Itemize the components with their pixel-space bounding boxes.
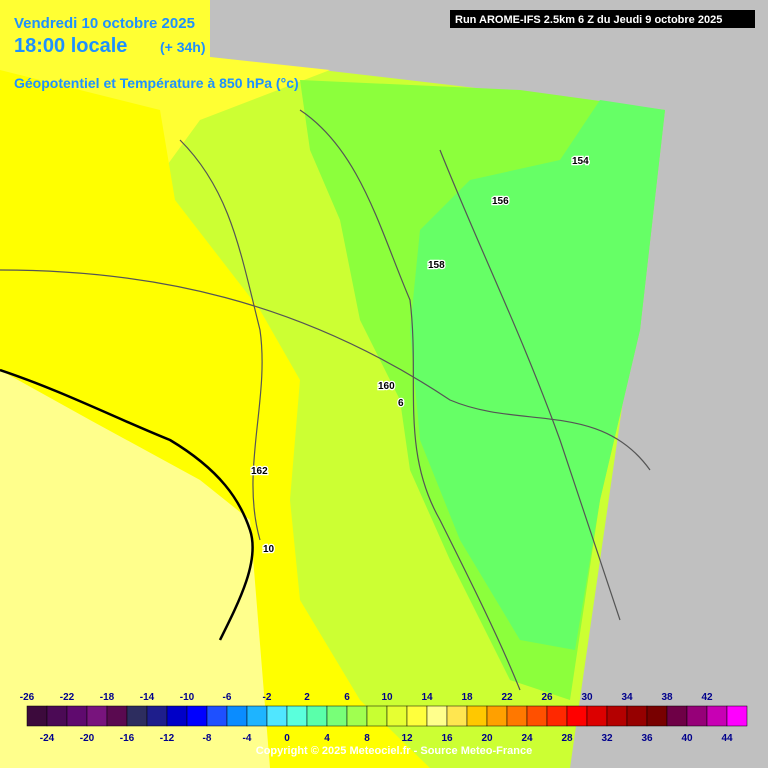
colorbar-swatch xyxy=(146,705,168,727)
colorbar-label: -18 xyxy=(100,692,115,703)
colorbar-swatch xyxy=(426,705,448,727)
colorbar-swatch xyxy=(646,705,668,727)
colorbar-label: -10 xyxy=(180,692,195,703)
colorbar-swatch xyxy=(286,705,308,727)
colorbar-label: 16 xyxy=(441,733,453,744)
colorbar: -26-24-22-20-18-16-14-12-10-8-6-4-202468… xyxy=(20,692,748,744)
colorbar-label: -20 xyxy=(80,733,95,744)
colorbar-label: 24 xyxy=(521,733,533,744)
colorbar-label: 38 xyxy=(661,692,673,703)
colorbar-label: 30 xyxy=(581,692,593,703)
colorbar-label: 28 xyxy=(561,733,573,744)
colorbar-swatch xyxy=(226,705,248,727)
colorbar-label: -2 xyxy=(263,692,272,703)
colorbar-label: 2 xyxy=(304,692,310,703)
borders xyxy=(0,109,651,691)
colorbar-label: 20 xyxy=(481,733,493,744)
contour-label: 10 xyxy=(263,544,275,555)
colorbar-swatch xyxy=(246,705,268,727)
date: Vendredi 10 octobre 2025 xyxy=(14,15,195,32)
colorbar-swatch xyxy=(26,705,48,727)
colorbar-swatch xyxy=(626,705,648,727)
colorbar-swatch xyxy=(66,705,88,727)
colorbar-label: 14 xyxy=(421,692,433,703)
colorbar-label: -8 xyxy=(203,733,212,744)
colorbar-swatch xyxy=(186,705,208,727)
colorbar-swatch xyxy=(706,705,728,727)
colorbar-swatch xyxy=(486,705,508,727)
colorbar-label: 36 xyxy=(641,733,653,744)
colorbar-label: 42 xyxy=(701,692,713,703)
colorbar-label: 0 xyxy=(284,733,290,744)
contour-label: 6 xyxy=(398,398,404,409)
colorbar-swatch xyxy=(346,705,368,727)
colorbar-label: 22 xyxy=(501,692,513,703)
colorbar-swatch xyxy=(406,705,428,727)
colorbar-swatch xyxy=(686,705,708,727)
contour-label: 154 xyxy=(572,156,589,167)
colorbar-label: 32 xyxy=(601,733,613,744)
colorbar-label: -6 xyxy=(223,692,232,703)
colorbar-swatch xyxy=(166,705,188,727)
pale-zone xyxy=(0,370,270,768)
colorbar-label: -24 xyxy=(40,733,55,744)
time: 18:00 locale xyxy=(14,35,127,57)
colorbar-label: 34 xyxy=(621,692,633,703)
colorbar-label: 12 xyxy=(401,733,413,744)
colorbar-label: -12 xyxy=(160,733,175,744)
colorbar-swatch xyxy=(366,705,388,727)
field: Géopotentiel et Température à 850 hPa (°… xyxy=(14,75,299,91)
colorbar-label: 6 xyxy=(344,692,350,703)
colorbar-label: 10 xyxy=(381,692,393,703)
colorbar-swatch xyxy=(106,705,128,727)
colorbar-swatch xyxy=(586,705,608,727)
run-box xyxy=(450,10,755,28)
colorbar-swatch xyxy=(86,705,108,727)
colorbar-swatch xyxy=(666,705,688,727)
colorbar-swatch xyxy=(326,705,348,727)
colorbar-swatch xyxy=(266,705,288,727)
colorbar-label: -26 xyxy=(20,692,35,703)
cool-zone xyxy=(410,100,665,650)
coastline xyxy=(0,368,254,641)
colorbar-label: 26 xyxy=(541,692,553,703)
colorbar-swatch xyxy=(206,705,228,727)
colorbar-label: 40 xyxy=(681,733,693,744)
colorbar-swatch xyxy=(506,705,528,727)
colorbar-label: -14 xyxy=(140,692,155,703)
colorbar-swatch xyxy=(466,705,488,727)
colorbar-swatch xyxy=(46,705,68,727)
colorbar-swatch xyxy=(546,705,568,727)
copyright: Copyright © 2025 Meteociel.fr - Source M… xyxy=(256,745,532,757)
run-info: Run AROME-IFS 2.5km 6 Z du Jeudi 9 octob… xyxy=(455,14,722,26)
colorbar-swatch xyxy=(726,705,748,727)
colorbar-swatch xyxy=(386,705,408,727)
colorbar-swatch xyxy=(126,705,148,727)
colorbar-swatch xyxy=(606,705,628,727)
contour-label: 162 xyxy=(251,466,268,477)
colorbar-label: 4 xyxy=(324,733,330,744)
colorbar-label: 44 xyxy=(721,733,733,744)
colorbar-swatch xyxy=(446,705,468,727)
colorbar-swatch xyxy=(306,705,328,727)
contour-label: 160 xyxy=(378,381,395,392)
contour-label: 156 xyxy=(492,196,509,207)
lead: (+ 34h) xyxy=(160,39,206,55)
contour-label: 158 xyxy=(428,260,445,271)
colorbar-label: -16 xyxy=(120,733,135,744)
colorbar-label: -4 xyxy=(243,733,252,744)
colorbar-swatch xyxy=(566,705,588,727)
colorbar-swatch xyxy=(526,705,548,727)
colorbar-label: 18 xyxy=(461,692,473,703)
colorbar-label: 8 xyxy=(364,733,370,744)
colorbar-label: -22 xyxy=(60,692,75,703)
